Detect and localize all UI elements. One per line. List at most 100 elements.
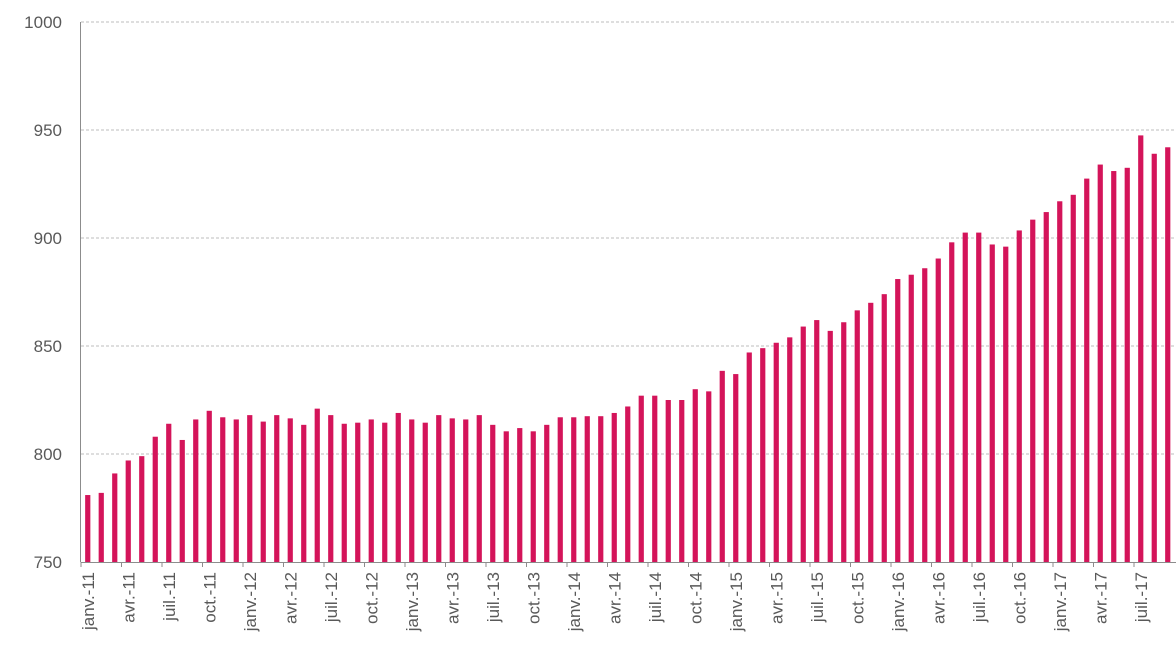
x-tick-label: janv.-16 — [889, 572, 908, 632]
x-tick-label: janv.-11 — [79, 572, 98, 631]
bar — [989, 244, 995, 563]
bar — [1084, 178, 1090, 562]
bar — [692, 389, 698, 562]
bar — [611, 412, 617, 562]
bar — [760, 348, 766, 562]
bar — [125, 460, 131, 562]
bar — [436, 415, 442, 562]
bar — [422, 422, 428, 562]
bar — [868, 302, 874, 562]
bar — [152, 436, 158, 562]
bar — [679, 400, 685, 562]
bar — [625, 406, 631, 562]
bar — [395, 412, 401, 562]
x-tick-label: janv.-14 — [565, 572, 584, 632]
bar — [166, 423, 172, 562]
x-tick-label: avr.-17 — [1091, 572, 1110, 624]
x-tick-label: oct.-14 — [686, 572, 705, 624]
bar — [314, 408, 320, 562]
bar — [881, 294, 887, 562]
x-tick-label: avr.-16 — [929, 572, 948, 624]
bar — [773, 342, 779, 562]
y-tick-label: 750 — [34, 553, 62, 572]
bar — [220, 417, 226, 562]
bar — [355, 422, 361, 562]
bar — [530, 431, 536, 562]
bar — [908, 274, 914, 562]
x-tick-label: oct.-15 — [848, 572, 867, 624]
bar — [179, 439, 185, 562]
bar — [274, 415, 280, 562]
bar — [247, 415, 253, 562]
bar — [139, 456, 145, 562]
bar — [935, 258, 941, 562]
bar — [1151, 153, 1157, 562]
x-tick-label: juil.-14 — [646, 572, 665, 623]
bar — [787, 337, 793, 562]
bar — [1097, 164, 1103, 562]
bar — [1057, 201, 1063, 562]
bar — [1016, 230, 1022, 562]
bar — [854, 310, 860, 562]
bar — [193, 419, 199, 562]
x-tick-label: avr.-14 — [605, 572, 624, 624]
x-tick-label: janv.-13 — [403, 572, 422, 632]
x-tick-label: avr.-13 — [443, 572, 462, 624]
bar — [1124, 167, 1130, 563]
bar — [206, 410, 212, 562]
bar — [706, 391, 712, 562]
bar — [976, 232, 982, 562]
bar — [895, 279, 901, 562]
y-tick-label: 900 — [34, 229, 62, 248]
y-tick-label: 950 — [34, 121, 62, 140]
x-tick-label: juil.-12 — [322, 572, 341, 623]
bar — [1043, 212, 1049, 562]
bar — [922, 268, 928, 562]
y-tick-label: 1000 — [24, 13, 62, 32]
bar — [800, 326, 806, 562]
x-tick-label: avr.-12 — [281, 572, 300, 624]
x-tick-label: janv.-15 — [727, 572, 746, 632]
bar — [260, 421, 266, 562]
x-tick-label: oct.-12 — [362, 572, 381, 624]
bar — [301, 424, 307, 562]
bar — [463, 419, 469, 562]
bar — [814, 320, 820, 562]
x-tick-label: juil.-17 — [1132, 572, 1151, 623]
x-tick-label: juil.-11 — [160, 572, 179, 622]
bar — [490, 424, 496, 562]
bar — [287, 418, 293, 562]
bar — [328, 415, 334, 562]
bar — [598, 416, 604, 562]
bar — [1165, 147, 1171, 562]
x-tick-label: juil.-15 — [808, 572, 827, 623]
x-tick-label: oct.-11 — [200, 572, 219, 623]
bar — [557, 417, 563, 562]
x-tick-label: avr.-11 — [119, 572, 138, 623]
bar — [382, 422, 388, 562]
x-tick-label: avr.-15 — [767, 572, 786, 624]
x-tick-label: juil.-13 — [484, 572, 503, 623]
x-tick-label: oct.-16 — [1010, 572, 1029, 624]
bar — [733, 374, 739, 562]
bar — [98, 492, 104, 562]
bar — [584, 416, 590, 562]
bar — [409, 419, 415, 562]
bar — [476, 415, 482, 562]
bar — [949, 242, 955, 562]
bar — [719, 370, 725, 562]
bar — [665, 400, 671, 562]
bar — [449, 418, 455, 562]
bar — [638, 395, 644, 562]
bar — [827, 330, 833, 562]
bar — [1070, 194, 1076, 563]
bar — [368, 419, 374, 562]
bar — [112, 473, 118, 562]
y-tick-label: 850 — [34, 337, 62, 356]
bar — [571, 417, 577, 562]
bar — [1111, 171, 1117, 563]
bar — [517, 428, 523, 562]
bar — [652, 395, 658, 562]
